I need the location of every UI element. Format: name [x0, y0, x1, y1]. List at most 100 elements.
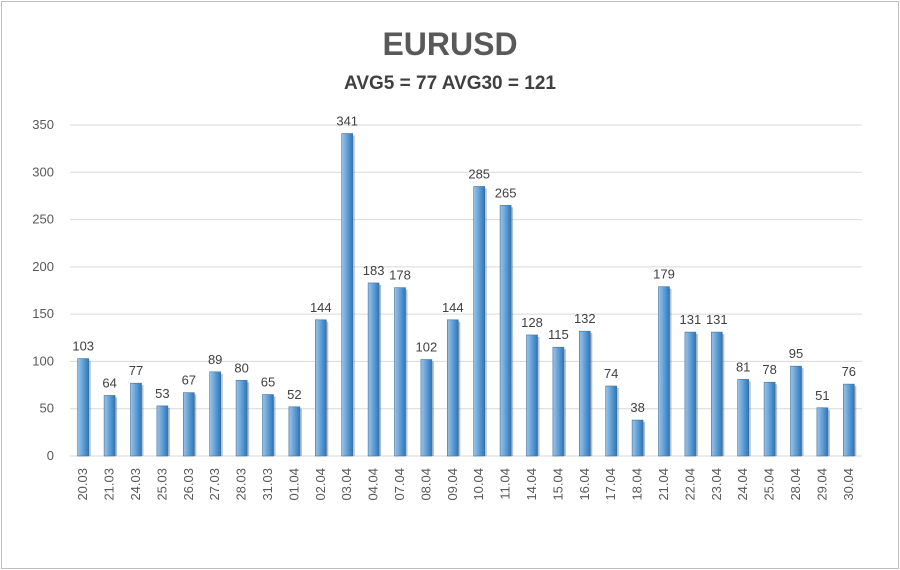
data-label: 64 — [102, 375, 116, 390]
data-label: 53 — [155, 386, 169, 401]
bar-09.04 — [446, 319, 459, 457]
data-label: 89 — [208, 352, 222, 367]
data-label: 51 — [815, 388, 829, 403]
x-tick-label: 03.04 — [339, 468, 354, 501]
x-tick-label: 25.03 — [154, 468, 169, 501]
data-label: 81 — [736, 359, 750, 374]
bar-25.04 — [763, 381, 776, 457]
x-tick-label: 25.04 — [762, 468, 777, 501]
x-tick-label: 02.04 — [313, 468, 328, 501]
y-tick-label: 200 — [32, 259, 54, 274]
data-label: 144 — [310, 300, 332, 315]
bar-07.04 — [394, 287, 406, 457]
data-label: 52 — [287, 387, 301, 402]
x-tick-label: 23.04 — [709, 468, 724, 501]
data-label: 78 — [762, 362, 776, 377]
x-tick-label: 08.04 — [418, 468, 433, 501]
x-tick-label: 26.03 — [181, 468, 196, 501]
bar-29.04 — [816, 407, 829, 457]
bar-28.04 — [790, 365, 802, 457]
bar-03.04 — [341, 133, 354, 457]
bar-24.04 — [737, 379, 750, 457]
y-tick-label: 250 — [32, 212, 54, 227]
y-tick-label: 0 — [47, 448, 54, 463]
data-label: 285 — [468, 166, 490, 181]
x-tick-label: 27.03 — [207, 468, 222, 501]
bar-30.04 — [842, 383, 855, 457]
bar-10.04 — [473, 186, 486, 457]
x-tick-label: 01.04 — [286, 468, 301, 501]
data-label: 76 — [842, 364, 856, 379]
x-tick-label: 24.03 — [128, 468, 143, 501]
data-label: 65 — [261, 375, 275, 390]
data-label: 131 — [706, 312, 728, 327]
bar-21.03 — [103, 395, 116, 457]
data-label: 265 — [495, 185, 517, 200]
data-label: 132 — [574, 311, 596, 326]
x-tick-label: 22.04 — [682, 468, 697, 501]
bar-01.04 — [288, 406, 301, 457]
x-tick-label: 20.03 — [75, 468, 90, 501]
data-label: 80 — [234, 360, 248, 375]
x-tick-label: 16.04 — [577, 468, 592, 501]
bar-14.04 — [526, 334, 538, 457]
y-tick-label: 300 — [32, 164, 54, 179]
x-tick-label: 11.04 — [498, 468, 513, 500]
data-label: 77 — [129, 363, 143, 378]
data-label: 178 — [389, 268, 411, 283]
data-label: 179 — [653, 267, 675, 282]
x-tick-label: 14.04 — [524, 468, 539, 501]
data-label: 128 — [521, 315, 543, 330]
data-label: 131 — [680, 312, 702, 327]
bar-20.03 — [77, 358, 89, 457]
y-tick-label: 50 — [40, 401, 54, 416]
data-label: 95 — [789, 346, 803, 361]
bar-23.04 — [710, 331, 723, 457]
x-tick-label: 28.03 — [234, 468, 249, 501]
x-tick-label: 18.04 — [630, 468, 645, 501]
chart-title: EURUSD — [382, 26, 518, 62]
bar-17.04 — [605, 385, 618, 457]
chart-subtitle: AVG5 = 77 AVG30 = 121 — [344, 73, 556, 94]
data-label: 115 — [548, 327, 569, 342]
x-tick-label: 30.04 — [841, 468, 856, 501]
bar-25.03 — [156, 405, 169, 457]
x-tick-label: 15.04 — [550, 468, 565, 501]
x-tick-label: 31.03 — [260, 468, 275, 501]
bar-31.03 — [262, 394, 274, 457]
x-tick-label: 07.04 — [392, 468, 407, 501]
data-label: 183 — [363, 263, 385, 278]
bar-28.03 — [235, 380, 248, 457]
data-label: 38 — [630, 400, 644, 415]
x-tick-label: 21.04 — [656, 468, 671, 501]
data-label: 67 — [182, 373, 196, 388]
data-label: 144 — [442, 300, 464, 315]
data-label: 74 — [604, 366, 618, 381]
y-tick-label: 100 — [32, 353, 54, 368]
bar-04.04 — [367, 282, 380, 457]
x-tick-label: 17.04 — [603, 468, 618, 501]
bar-16.04 — [578, 330, 591, 457]
bar-24.03 — [130, 382, 142, 457]
bar-22.04 — [684, 331, 697, 457]
bar-02.04 — [314, 319, 327, 457]
data-label: 341 — [336, 114, 358, 129]
x-tick-label: 24.04 — [735, 468, 750, 501]
x-tick-label: 10.04 — [471, 468, 486, 501]
bar-15.04 — [552, 346, 565, 457]
data-label: 103 — [72, 339, 94, 354]
x-tick-label: 28.04 — [788, 468, 803, 501]
bar-11.04 — [499, 205, 512, 457]
bar-27.03 — [209, 371, 221, 457]
bar-21.04 — [658, 286, 670, 457]
bar-26.03 — [183, 392, 195, 457]
x-tick-label: 29.04 — [814, 468, 829, 501]
y-tick-label: 350 — [32, 117, 54, 132]
y-tick-label: 150 — [32, 306, 54, 321]
x-tick-label: 21.03 — [102, 468, 117, 501]
x-tick-label: 09.04 — [445, 468, 460, 501]
x-tick-label: 04.04 — [366, 468, 381, 501]
data-label: 102 — [416, 340, 438, 355]
